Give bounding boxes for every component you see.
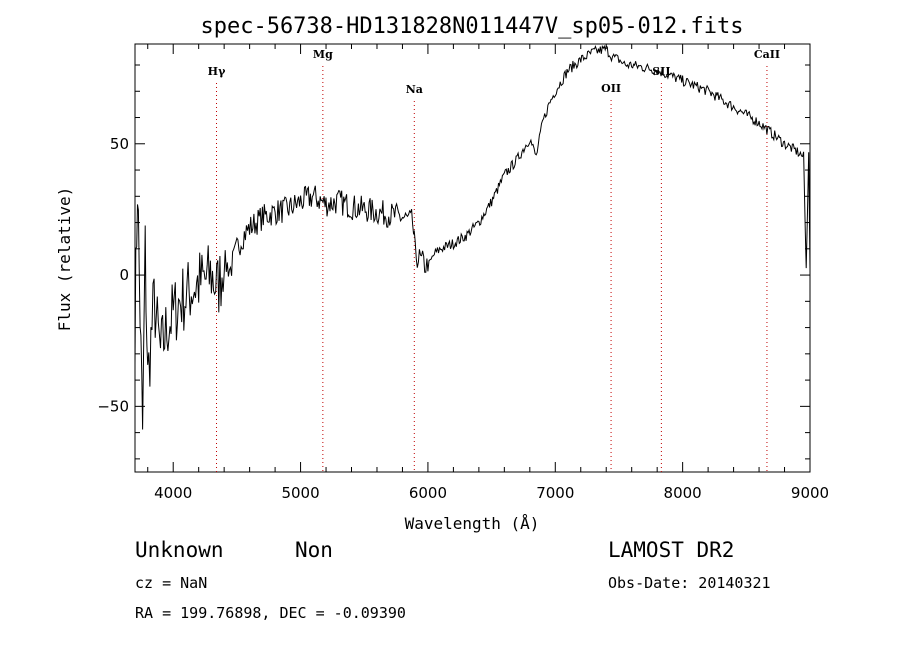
- x-tick-label: 7000: [536, 484, 574, 502]
- x-axis-label: Wavelength (Å): [405, 514, 540, 533]
- x-tick-label: 5000: [281, 484, 319, 502]
- spectral-line-label: Na: [406, 83, 423, 96]
- x-tick-label: 8000: [664, 484, 702, 502]
- plot-frame: [134, 43, 811, 473]
- spectrum-series-line: [134, 44, 811, 430]
- spectral-line-label: CaII: [754, 48, 780, 61]
- axes: 4000 5000 6000 7000 8000 9000 −50 0 50: [97, 43, 829, 502]
- spectral-line-label: Hγ: [208, 65, 226, 78]
- subclass-label: Non: [295, 538, 333, 562]
- survey-label: LAMOST DR2: [608, 538, 735, 562]
- class-label: Unknown: [135, 538, 224, 562]
- coordinates-text: RA = 199.76898, DEC = -0.09390: [135, 604, 406, 622]
- spectral-line-label: Mg: [313, 48, 333, 61]
- y-tick-label: 50: [110, 135, 129, 153]
- y-axis-label: Flux (relative): [55, 187, 74, 332]
- y-tick-label: −50: [97, 397, 129, 415]
- y-tick-label: 0: [119, 266, 129, 284]
- redshift-text: cz = NaN: [135, 574, 208, 592]
- x-tick-label: 4000: [154, 484, 192, 502]
- x-tick-label: 6000: [409, 484, 447, 502]
- x-tick-label: 9000: [791, 484, 829, 502]
- spectral-line-label: OII: [601, 82, 621, 95]
- chart-title: spec-56738-HD131828N011447V_sp05-012.fit…: [200, 14, 743, 39]
- obs-date-text: Obs-Date: 20140321: [608, 574, 771, 592]
